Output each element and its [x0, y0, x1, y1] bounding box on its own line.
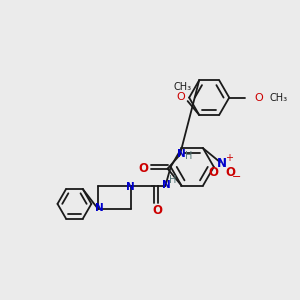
Text: O: O: [139, 162, 149, 175]
Text: N: N: [125, 182, 134, 192]
Text: O: O: [176, 92, 185, 102]
Text: O: O: [153, 203, 163, 217]
Text: N: N: [163, 180, 171, 190]
Text: O: O: [254, 93, 263, 103]
Text: O: O: [209, 166, 219, 178]
Text: CH₃: CH₃: [173, 82, 191, 92]
Text: +: +: [225, 153, 233, 163]
Text: H: H: [185, 151, 193, 161]
Text: N: N: [177, 149, 186, 159]
Text: H: H: [169, 175, 177, 185]
Text: CH₃: CH₃: [269, 93, 287, 103]
Text: −: −: [232, 172, 242, 182]
Text: O: O: [226, 166, 236, 178]
Text: N: N: [217, 157, 227, 170]
Text: N: N: [95, 203, 103, 214]
